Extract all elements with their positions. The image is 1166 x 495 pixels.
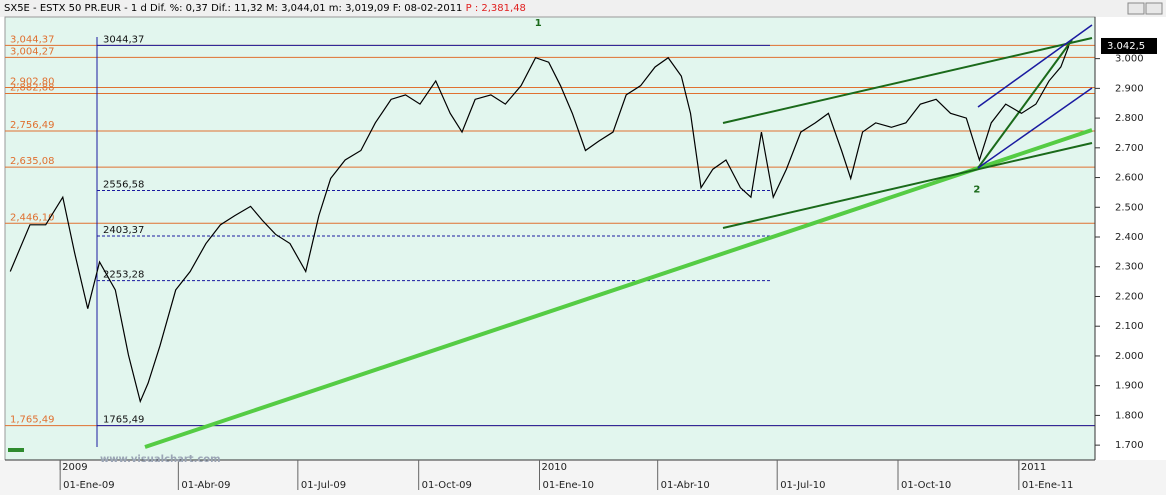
year-label: 2010: [541, 462, 566, 473]
blue-level-label: 2403,37: [103, 225, 144, 236]
y-tick-label: 2.500: [1115, 202, 1144, 213]
level-label: 2,882,88: [10, 82, 55, 93]
last-price-box: [1101, 37, 1157, 54]
y-tick-label: 2.200: [1115, 291, 1144, 302]
y-tick-label: 2.400: [1115, 232, 1144, 243]
x-tick-label: 01-Abr-09: [181, 480, 230, 491]
y-tick-label: 1.900: [1115, 381, 1144, 392]
trend-line: [144, 128, 1093, 449]
blue-level-label: 3044,37: [103, 34, 144, 45]
y-tick-label: 2.300: [1115, 262, 1144, 273]
price-line: [9, 45, 1070, 404]
close-button[interactable]: [1145, 2, 1163, 15]
x-tick-label: 01-Oct-09: [422, 480, 472, 491]
y-tick-label: 2.700: [1115, 143, 1144, 154]
marker: [8, 448, 24, 452]
y-tick-label: 1.700: [1115, 440, 1144, 451]
channel-line: [722, 142, 1093, 229]
y-tick-label: 2.000: [1115, 351, 1144, 362]
x-axis-band: [0, 460, 1166, 495]
level-label: 2,446,10: [10, 212, 55, 223]
watermark: www.visualchart.com: [100, 454, 221, 465]
level-label: 3,004,27: [10, 46, 55, 57]
channel-line: [977, 39, 1073, 169]
y-tick-label: 2.900: [1115, 83, 1144, 94]
level-label: 2,756,49: [10, 120, 55, 131]
plot-area: [4, 16, 1096, 461]
x-tick-label: 01-Oct-10: [901, 480, 951, 491]
y-tick-label: 1.800: [1115, 410, 1144, 421]
level-label: 2,635,08: [10, 156, 55, 167]
level-label: 1,765,49: [10, 415, 55, 426]
year-label: 2011: [1021, 462, 1046, 473]
header-bar: [0, 0, 1166, 17]
annotation: 1: [535, 18, 542, 29]
x-tick-label: 01-Ene-10: [542, 480, 593, 491]
level-label: 3,044,37: [10, 34, 55, 45]
blue-level-label: 1765,49: [103, 415, 144, 426]
level-label: 2,902,80: [10, 77, 55, 88]
blue-level-label: 2556,58: [103, 179, 144, 190]
last-price-label: 3.042,5: [1107, 41, 1145, 52]
y-tick-label: 2.100: [1115, 321, 1144, 332]
y-tick-label: 2.800: [1115, 113, 1144, 124]
year-label: 2009: [62, 462, 87, 473]
header: SX5E - ESTX 50 PR.EUR - 1 d Dif. %: 0,37…: [4, 3, 526, 14]
y-tick-label: 3.000: [1115, 54, 1144, 65]
x-tick-label: 01-Ene-11: [1022, 480, 1073, 491]
blue-level-label: 2253,28: [103, 270, 144, 281]
channel-line: [977, 24, 1093, 108]
channel-line: [722, 37, 1093, 124]
minimize-button[interactable]: [1127, 2, 1145, 15]
y-tick-label: 2.600: [1115, 173, 1144, 184]
x-tick-label: 01-Jul-10: [780, 480, 825, 491]
channel-line: [977, 87, 1093, 169]
x-tick-label: 01-Jul-09: [301, 480, 346, 491]
annotation: 2: [973, 184, 980, 195]
x-tick-label: 01-Ene-09: [63, 480, 114, 491]
x-tick-label: 01-Abr-10: [661, 480, 710, 491]
